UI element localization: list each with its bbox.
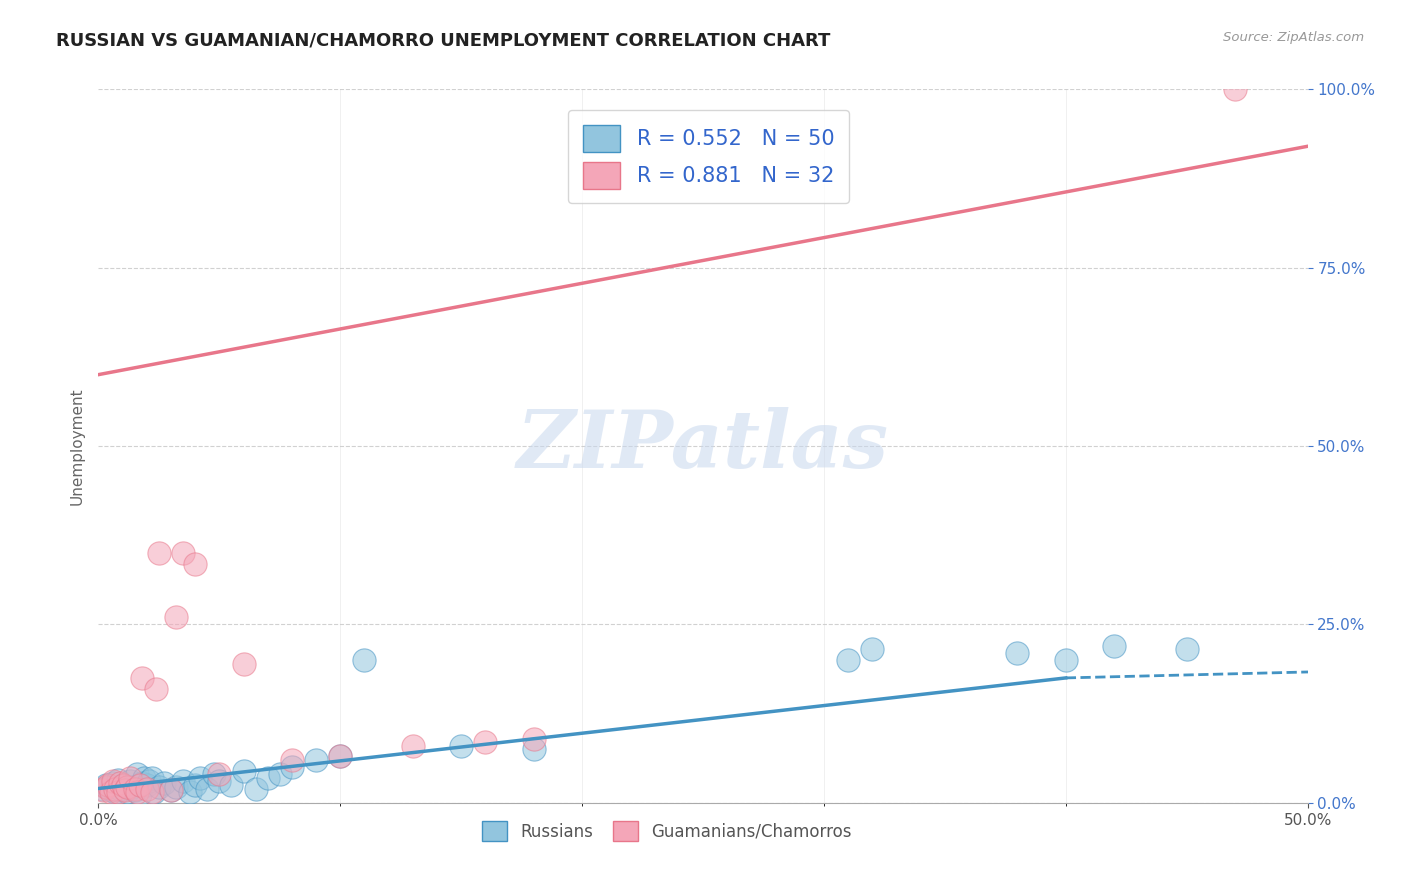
Point — [281, 760, 304, 774]
Point — [124, 781, 146, 796]
Point — [523, 742, 546, 756]
Point — [111, 778, 134, 792]
Point — [1175, 642, 1198, 657]
Point — [232, 657, 254, 671]
Point — [148, 546, 170, 560]
Point — [269, 767, 291, 781]
Point — [195, 781, 218, 796]
Point — [1007, 646, 1029, 660]
Point — [128, 787, 150, 801]
Point — [305, 753, 328, 767]
Point — [118, 774, 141, 789]
Point — [100, 785, 122, 799]
Point — [131, 671, 153, 685]
Point — [165, 610, 187, 624]
Point — [329, 749, 352, 764]
Point — [107, 772, 129, 787]
Point — [108, 776, 131, 790]
Point — [172, 774, 194, 789]
Point — [256, 771, 278, 785]
Point — [860, 642, 883, 657]
Point — [127, 767, 149, 781]
Point — [117, 785, 139, 799]
Point — [160, 783, 183, 797]
Point — [100, 783, 122, 797]
Point — [188, 771, 211, 785]
Point — [145, 681, 167, 696]
Point — [141, 785, 163, 799]
Legend: Russians, Guamanians/Chamorros: Russians, Guamanians/Chamorros — [475, 814, 859, 848]
Point — [128, 778, 150, 792]
Point — [172, 546, 194, 560]
Point — [245, 781, 267, 796]
Point — [138, 774, 160, 789]
Point — [134, 771, 156, 785]
Text: Unemployment: Unemployment — [70, 387, 84, 505]
Point — [1102, 639, 1125, 653]
Point — [208, 767, 231, 781]
Text: RUSSIAN VS GUAMANIAN/CHAMORRO UNEMPLOYMENT CORRELATION CHART: RUSSIAN VS GUAMANIAN/CHAMORRO UNEMPLOYME… — [56, 31, 831, 49]
Point — [91, 783, 114, 797]
Point — [111, 778, 134, 792]
Point — [135, 778, 157, 792]
Point — [204, 767, 226, 781]
Point — [104, 781, 127, 796]
Point — [160, 783, 183, 797]
Point — [97, 780, 120, 794]
Point — [148, 780, 170, 794]
Point — [114, 783, 136, 797]
Point — [184, 557, 207, 571]
Point — [127, 785, 149, 799]
Point — [143, 785, 166, 799]
Point — [221, 778, 243, 792]
Point — [117, 780, 139, 794]
Point — [179, 785, 201, 799]
Point — [450, 739, 472, 753]
Point — [837, 653, 859, 667]
Point — [281, 753, 304, 767]
Point — [329, 749, 352, 764]
Point — [208, 774, 231, 789]
Point — [1223, 82, 1246, 96]
Point — [135, 781, 157, 796]
Text: ZIPatlas: ZIPatlas — [517, 408, 889, 484]
Point — [1054, 653, 1077, 667]
Point — [124, 783, 146, 797]
Point — [118, 771, 141, 785]
Point — [101, 774, 124, 789]
Point — [353, 653, 375, 667]
Point — [141, 771, 163, 785]
Point — [184, 778, 207, 792]
Point — [152, 776, 174, 790]
Point — [104, 785, 127, 799]
Point — [114, 781, 136, 796]
Point — [97, 778, 120, 792]
Point — [131, 776, 153, 790]
Point — [523, 731, 546, 746]
Point — [108, 782, 131, 797]
Point — [474, 735, 496, 749]
Text: Source: ZipAtlas.com: Source: ZipAtlas.com — [1223, 31, 1364, 45]
Point — [121, 780, 143, 794]
Point — [107, 785, 129, 799]
Point — [94, 778, 117, 792]
Point — [165, 780, 187, 794]
Point — [402, 739, 425, 753]
Point — [94, 780, 117, 794]
Point — [101, 776, 124, 790]
Point — [91, 781, 114, 796]
Point — [232, 764, 254, 778]
